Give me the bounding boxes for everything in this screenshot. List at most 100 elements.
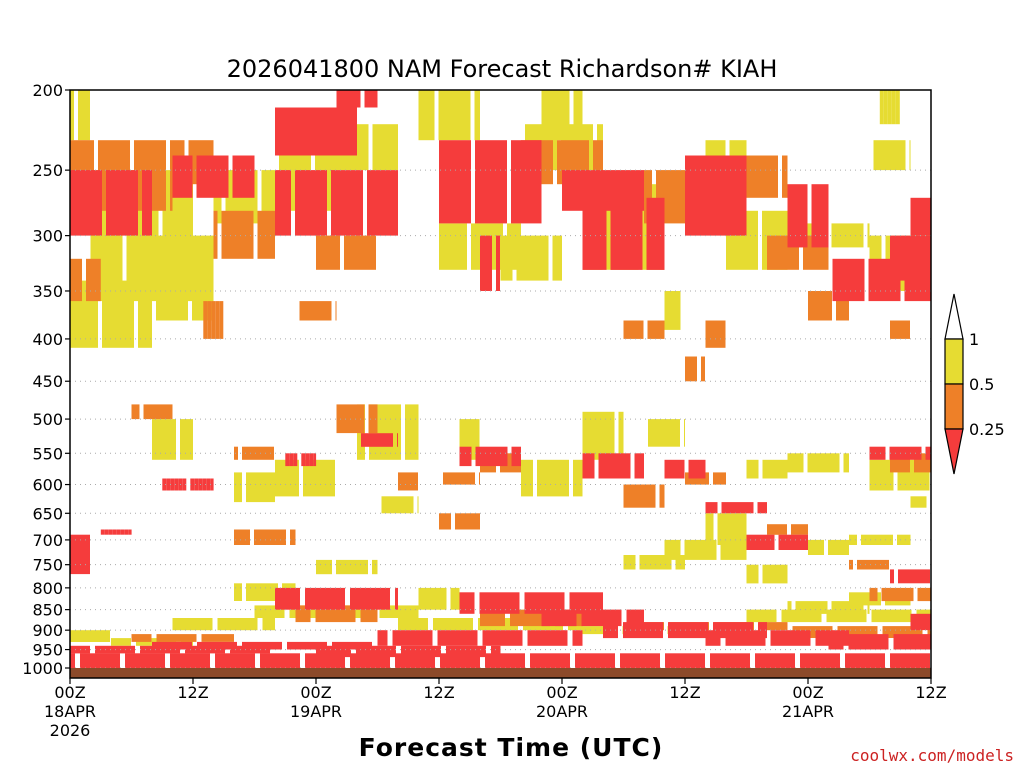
heatmap-cell [310, 587, 315, 610]
y-tick-label: 500 [32, 410, 63, 429]
heatmap-cell [325, 605, 331, 623]
heatmap-cell [377, 433, 381, 447]
heatmap-cell [922, 496, 927, 508]
heatmap-cell [547, 630, 553, 646]
heatmap-cell [601, 140, 603, 185]
heatmap-cell [684, 170, 685, 224]
heatmap-cell [676, 539, 681, 560]
heatmap-cell [406, 472, 410, 491]
heatmap-cell [491, 140, 495, 224]
heatmap-cell [162, 140, 166, 211]
heatmap-cell [717, 155, 722, 185]
heatmap-cell [385, 433, 389, 447]
heatmap-cell [177, 641, 182, 650]
heatmap-cell [520, 235, 525, 281]
heatmap-cell [237, 210, 242, 259]
heatmap-cell [827, 453, 832, 473]
x-tick-label: 12Z [423, 683, 454, 702]
heatmap-cell [78, 90, 82, 141]
heatmap-cell [483, 446, 488, 467]
heatmap-cell [370, 605, 376, 623]
heatmap-cell [616, 609, 622, 627]
heatmap-cell [290, 653, 295, 668]
heatmap-cell [347, 107, 350, 156]
heatmap-cell [200, 653, 205, 668]
heatmap-cell [392, 630, 398, 646]
heatmap-cell [897, 626, 903, 638]
y-tick-label: 450 [32, 372, 63, 391]
heatmap-cell [594, 592, 600, 614]
heatmap-cell [312, 641, 317, 650]
heatmap-cell [86, 258, 90, 302]
heatmap-cell [853, 634, 859, 650]
heatmap-cell [110, 645, 115, 654]
heatmap-cell [745, 630, 751, 646]
heatmap-cell [913, 459, 918, 491]
heatmap-cell [811, 609, 817, 623]
heatmap-cell [499, 446, 504, 467]
heatmap-cell [327, 140, 331, 211]
plot-frame [69, 89, 932, 679]
heatmap-cell [220, 653, 225, 668]
heatmap-cell [490, 653, 495, 668]
heatmap-cell [397, 496, 402, 514]
heatmap-cell [515, 140, 519, 224]
heatmap-cell [479, 513, 480, 530]
heatmap-cell [381, 433, 385, 447]
heatmap-cell [262, 583, 266, 601]
heatmap-cell [889, 587, 894, 602]
heatmap-cell [534, 592, 540, 614]
heatmap-cell [758, 534, 763, 550]
heatmap-cell [881, 559, 885, 570]
heatmap-cell [160, 645, 165, 654]
heatmap-cell [331, 645, 336, 658]
heatmap-cell [577, 630, 583, 646]
heatmap-cell [309, 453, 314, 467]
heatmap-cell [799, 453, 804, 473]
heatmap-cell [460, 653, 465, 668]
heatmap-cell [783, 524, 787, 535]
heatmap-cell [302, 641, 307, 650]
heatmap-cell [627, 555, 632, 570]
heatmap-cell [443, 140, 447, 224]
heatmap-cell [305, 605, 311, 623]
heatmap-cell [380, 124, 385, 171]
heatmap-cell [392, 124, 397, 171]
heatmap-cell [598, 453, 603, 479]
heatmap-cell [275, 587, 280, 610]
heatmap-cell [656, 419, 660, 447]
heatmap-cell [150, 170, 152, 236]
heatmap-cell [712, 155, 715, 236]
heatmap-cell [180, 419, 184, 460]
heatmap-cell [461, 645, 466, 658]
heatmap-cell [458, 90, 463, 141]
heatmap-cell [389, 605, 395, 618]
heatmap-cell [118, 170, 122, 236]
heatmap-cell [636, 609, 642, 627]
heatmap-cell [718, 155, 721, 236]
heatmap-cell [663, 320, 665, 339]
heatmap-cell [895, 90, 900, 125]
heatmap-cell [507, 630, 513, 646]
heatmap-cell [766, 564, 771, 584]
heatmap-cell [860, 258, 865, 302]
heatmap-cell [685, 653, 690, 668]
heatmap-cell [442, 587, 447, 610]
heatmap-cell [125, 653, 130, 668]
heatmap-cell [922, 453, 926, 473]
heatmap-cell [668, 170, 672, 224]
heatmap-cell [172, 419, 176, 460]
heatmap-cell [287, 641, 292, 650]
heatmap-cell [227, 618, 233, 631]
heatmap-cell [902, 569, 906, 584]
heatmap-cell [201, 634, 207, 642]
heatmap-cell [918, 197, 923, 236]
heatmap-cell [446, 645, 451, 658]
heatmap-cell [577, 459, 581, 497]
heatmap-cell [360, 653, 365, 668]
legend-label: 0.5 [969, 375, 994, 394]
heatmap-cell [876, 609, 882, 623]
heatmap-cell [889, 459, 894, 491]
heatmap-cell [385, 496, 390, 514]
